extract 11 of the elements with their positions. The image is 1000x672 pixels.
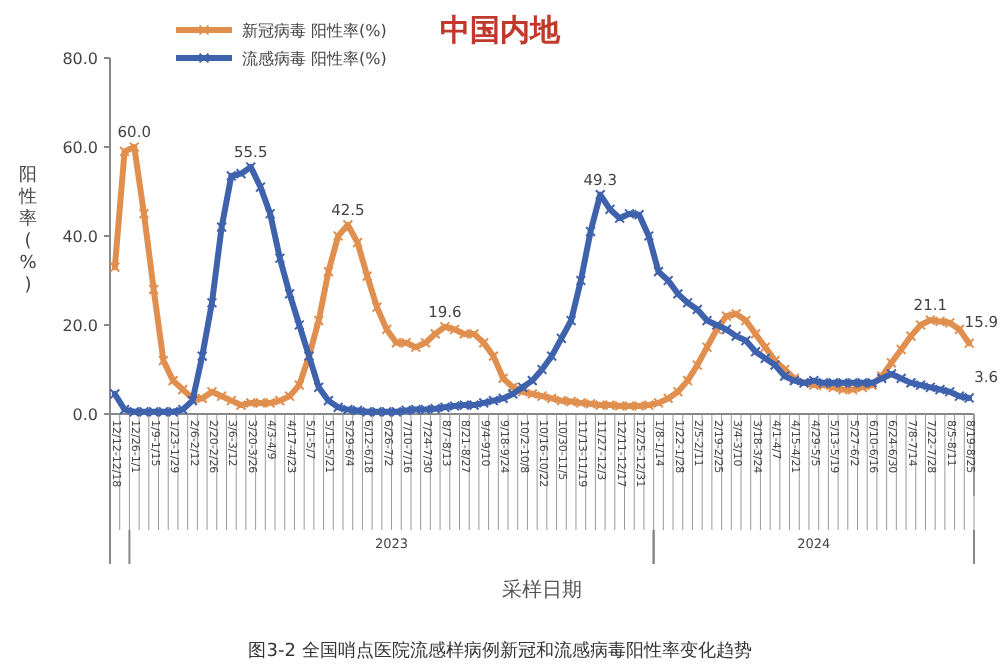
y-tick-label: 60.0 <box>62 139 98 157</box>
y-axis-title: 阳性率(%) <box>17 166 38 296</box>
x-axis-title: 采样日期 <box>502 578 582 602</box>
legend-label: 新冠病毒 阳性率(%) <box>242 22 387 40</box>
y-tick-label: 0.0 <box>72 406 98 424</box>
legend-label: 流感病毒 阳性率(%) <box>242 50 387 68</box>
y-tick-label: 80.0 <box>62 50 98 68</box>
chart-title: 中国内地 <box>440 12 562 48</box>
caption: 图3-2 全国哨点医院流感样病例新冠和流感病毒阳性率变化趋势 <box>248 640 752 662</box>
y-tick-label: 40.0 <box>62 228 98 246</box>
y-tick-label: 20.0 <box>62 317 98 335</box>
